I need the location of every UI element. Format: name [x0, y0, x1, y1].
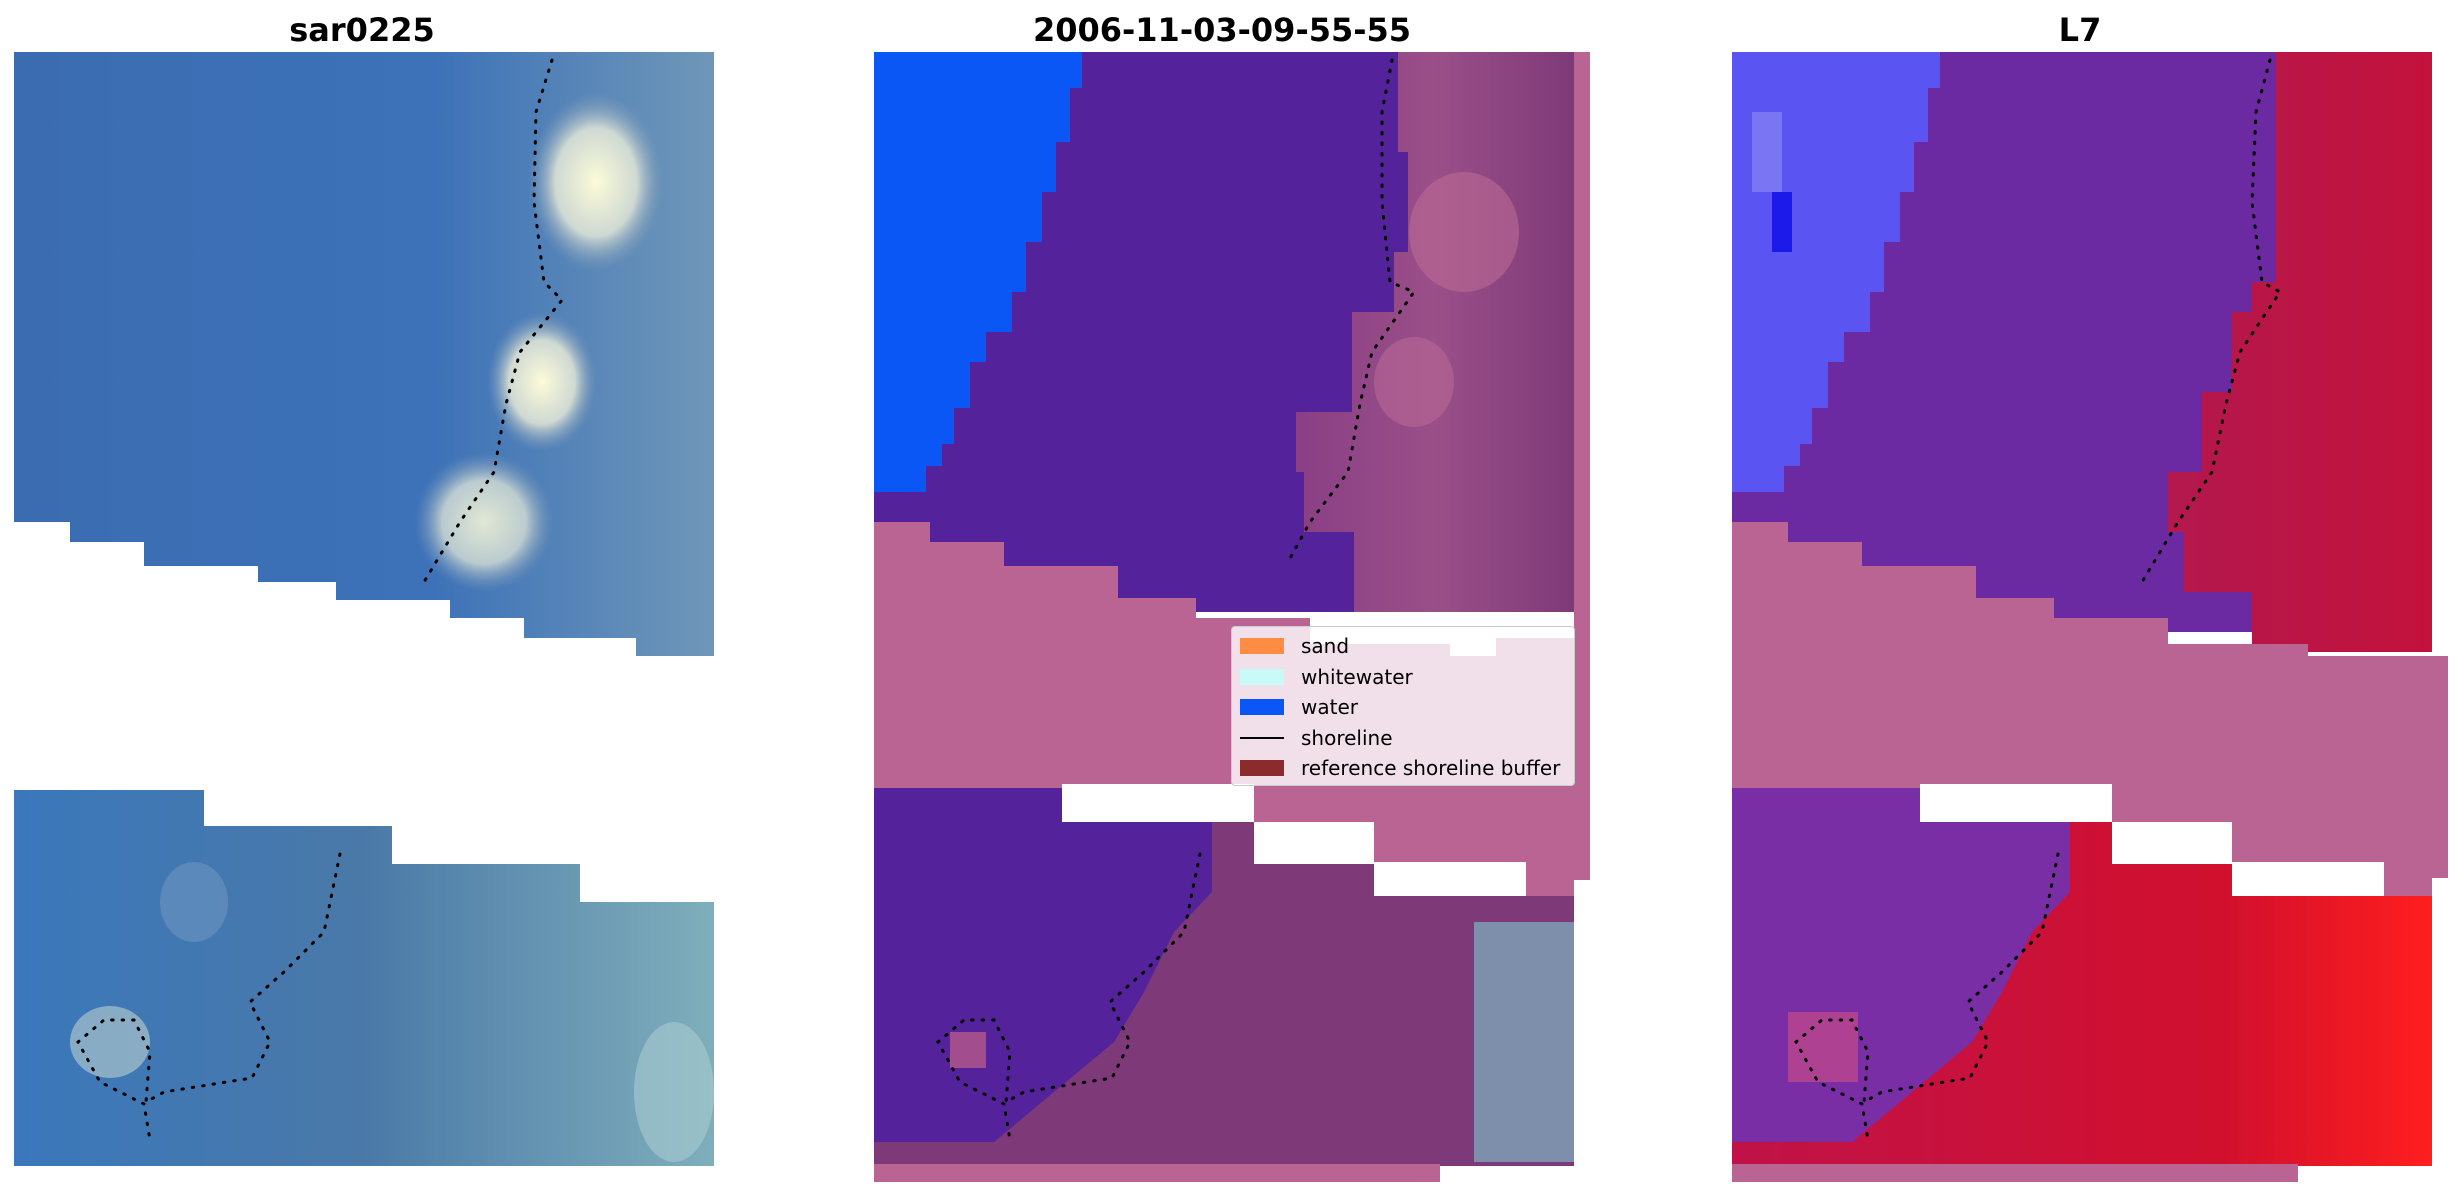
sea-lower	[14, 790, 714, 1166]
legend-item-water: water	[1240, 692, 1574, 723]
blue-region	[1732, 52, 1940, 492]
shoreline	[422, 58, 565, 584]
legend: sand whitewater water shoreline referenc…	[1231, 626, 1575, 786]
legend-item-shoreline: shoreline	[1240, 723, 1574, 754]
shoreline	[1286, 58, 1417, 564]
legend-label: whitewater	[1301, 664, 1413, 689]
legend-label: sand	[1301, 634, 1350, 659]
whitewater-swatch	[1240, 668, 1284, 685]
rgb-image	[14, 52, 714, 1166]
legend-label: shoreline	[1301, 725, 1393, 750]
rgb-image-panel	[14, 52, 714, 1182]
shoreline-lower	[936, 852, 1202, 1142]
sand-swatch	[1240, 638, 1284, 655]
legend-item-reference-buffer: reference shoreline buffer	[1240, 753, 1574, 784]
legend-item-sand: sand	[1240, 631, 1574, 662]
water-swatch	[1240, 699, 1284, 716]
panel-title-left: sar0225	[289, 11, 435, 49]
l7-index-panel	[1732, 52, 2452, 1182]
land-region-lower	[874, 822, 1574, 1166]
red-region-upper	[2168, 52, 2432, 652]
panel-title-right: L7	[2058, 11, 2102, 49]
buffer-swatch	[1240, 760, 1284, 777]
classified-image	[874, 52, 1590, 1182]
legend-label: water	[1301, 695, 1358, 720]
legend-label: reference shoreline buffer	[1301, 756, 1561, 781]
legend-item-whitewater: whitewater	[1240, 662, 1574, 693]
shoreline-lower	[76, 852, 342, 1142]
l7-index-image	[1732, 52, 2448, 1182]
shoreline-line-swatch	[1240, 736, 1284, 739]
water-region	[874, 52, 1082, 492]
red-region-lower	[1732, 822, 2432, 1166]
shoreline-lower	[1794, 852, 2060, 1142]
panel-title-middle: 2006-11-03-09-55-55	[1032, 11, 1412, 49]
classification-panel	[874, 52, 1594, 1182]
